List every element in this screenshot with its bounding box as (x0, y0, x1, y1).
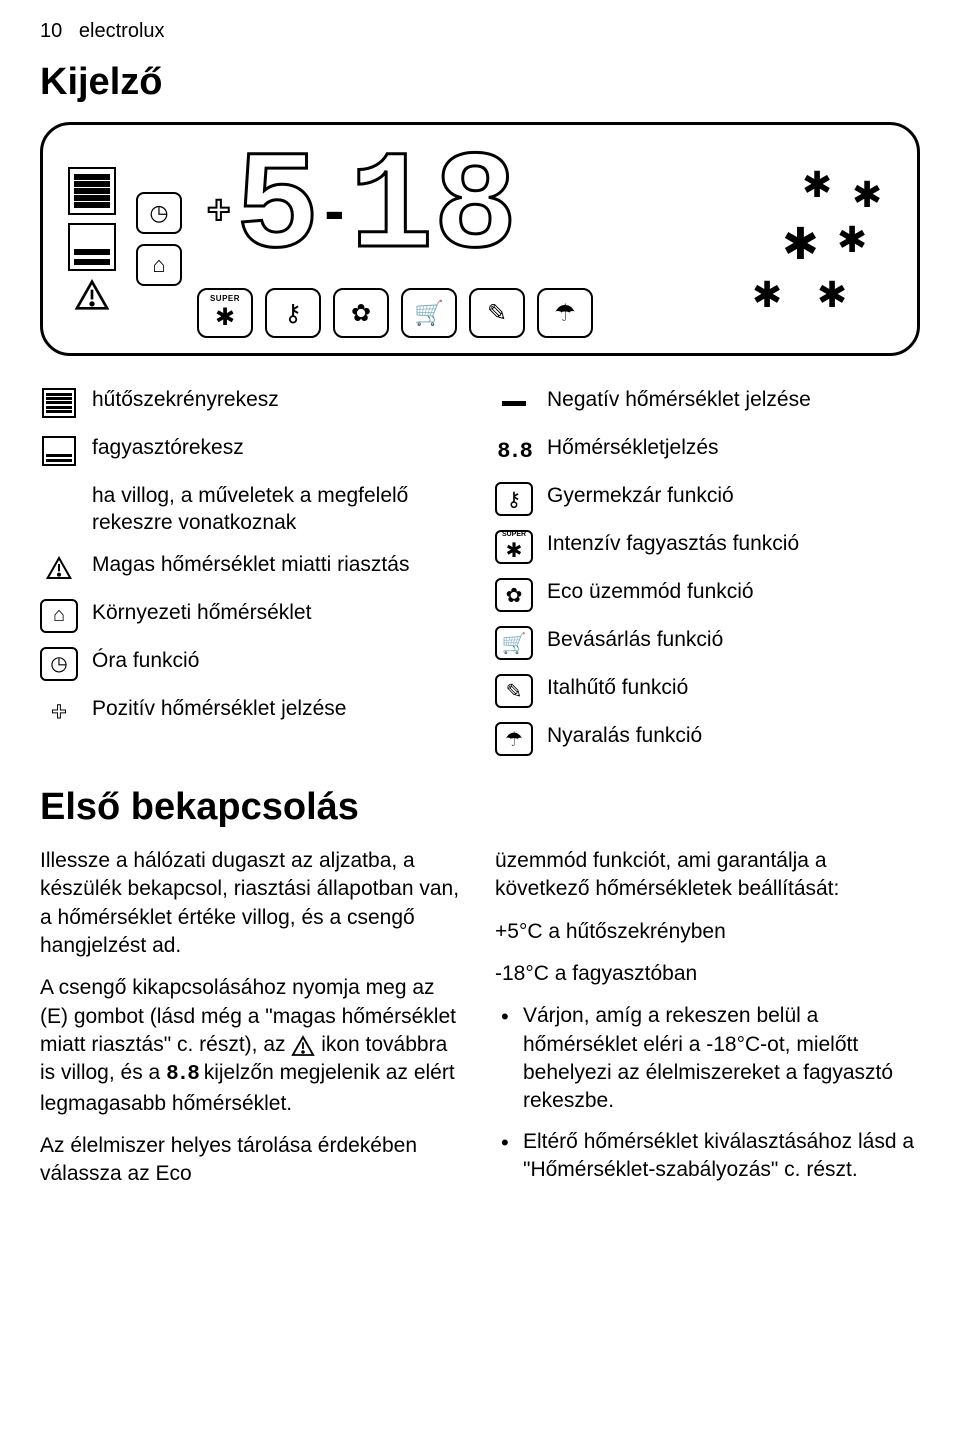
legend-text: Pozitív hőmérséklet jelzése (92, 695, 346, 722)
holiday-icon: ☂ (537, 288, 593, 338)
legend-text: Óra funkció (92, 647, 199, 674)
freezer-bars-icon (42, 436, 76, 466)
legend-text: fagyasztórekesz (92, 434, 244, 461)
page-header: 10 electrolux (40, 20, 920, 43)
body-left-column: Illessze a hálózati dugaszt az aljzatba,… (40, 847, 465, 1203)
paragraph: Illessze a hálózati dugaszt az aljzatba,… (40, 847, 465, 960)
legend-text: hűtőszekrényrekesz (92, 386, 279, 413)
legend-text: Magas hőmérséklet miatti riasztás (92, 551, 409, 578)
fridge-bars-icon (68, 167, 116, 215)
plus-sign-icon: + (207, 188, 230, 233)
paragraph: üzemmód funkciót, ami garantálja a követ… (495, 847, 920, 904)
legend-text: Negatív hőmérséklet jelzése (547, 386, 811, 413)
ambient-icons: ◷ ⌂ (136, 192, 182, 286)
lcd-display-panel: ◷ ⌂ + 5 - 18 SUPER✱ ⚷ ✿ 🛒 ✎ ☂ ✱ ✱ ✱ ✱ ✱ … (40, 122, 920, 356)
paragraph: Az élelmiszer helyes tárolása érdekében … (40, 1132, 465, 1189)
body-text: Illessze a hálózati dugaszt az aljzatba,… (40, 847, 920, 1203)
display-title: Kijelző (40, 61, 920, 104)
plus-icon: + (40, 695, 78, 729)
list-item: Várjon, amíg a rekeszen belül a hőmérsék… (495, 1002, 920, 1115)
bottle-icon: ✎ (469, 288, 525, 338)
fridge-temp-digit: 5 (235, 140, 319, 280)
house-icon: ⌂ (40, 599, 78, 633)
digits-icon: 8.8 (166, 1063, 198, 1086)
digits-icon: 8.8 (495, 434, 533, 468)
first-switch-on-title: Első bekapcsolás (40, 786, 920, 829)
minus-sign-icon: - (324, 176, 344, 245)
body-right-column: üzemmód funkciót, ami garantálja a követ… (495, 847, 920, 1203)
legend-text: Intenzív fagyasztás funkció (547, 530, 799, 557)
legend-text: ha villog, a műveletek a megfelelő rekes… (92, 482, 465, 537)
legend-text: Bevásárlás funkció (547, 626, 723, 653)
child-lock-icon: ⚷ (495, 482, 533, 516)
freezer-bars-icon (68, 223, 116, 271)
snowflake-cluster-icon: ✱ ✱ ✱ ✱ ✱ ✱ (722, 164, 892, 314)
function-icon-row: SUPER✱ ⚷ ✿ 🛒 ✎ ☂ (197, 288, 593, 338)
legend-text: Eco üzemmód funkció (547, 578, 754, 605)
paragraph: A csengő kikapcsolásához nyomja meg az (… (40, 974, 465, 1118)
eco-mode-icon: ✿ (333, 288, 389, 338)
list-item: Eltérő hőmérséklet kiválasztásához lásd … (495, 1128, 920, 1185)
paragraph: +5°C a hűtőszekrényben (495, 918, 920, 946)
temperature-display: + 5 - 18 (207, 140, 593, 280)
alarm-triangle-icon (291, 1035, 315, 1057)
house-icon: ⌂ (136, 244, 182, 286)
legend-text: Italhűtő funkció (547, 674, 688, 701)
minus-icon (495, 386, 533, 420)
legend-text: Környezeti hőmérséklet (92, 599, 311, 626)
super-freeze-icon: SUPER✱ (495, 530, 533, 564)
legend-text: Nyaralás funkció (547, 722, 702, 749)
legend-text: Gyermekzár funkció (547, 482, 734, 509)
paragraph: -18°C a fagyasztóban (495, 960, 920, 988)
compartment-icons (68, 167, 116, 311)
freezer-temp-digit: 18 (349, 140, 517, 280)
clock-icon: ◷ (40, 647, 78, 681)
holiday-icon: ☂ (495, 722, 533, 756)
alarm-triangle-icon (45, 556, 73, 580)
super-freeze-icon: SUPER✱ (197, 288, 253, 338)
legend-left-column: hűtőszekrényrekesz fagyasztórekesz ha vi… (40, 386, 465, 756)
fridge-bars-icon (42, 388, 76, 418)
clock-icon: ◷ (136, 192, 182, 234)
bottle-icon: ✎ (495, 674, 533, 708)
shopping-icon: 🛒 (401, 288, 457, 338)
eco-mode-icon: ✿ (495, 578, 533, 612)
alarm-triangle-icon (74, 279, 110, 311)
bullet-list: Várjon, amíg a rekeszen belül a hőmérsék… (495, 1002, 920, 1184)
shopping-icon: 🛒 (495, 626, 533, 660)
legend: hűtőszekrényrekesz fagyasztórekesz ha vi… (40, 386, 920, 756)
legend-right-column: Negatív hőmérséklet jelzése 8.8 Hőmérsékl… (495, 386, 920, 756)
legend-text: Hőmérsékletjelzés (547, 434, 719, 461)
child-lock-icon: ⚷ (265, 288, 321, 338)
brand-name: electrolux (79, 20, 165, 42)
page-number: 10 (40, 20, 62, 42)
